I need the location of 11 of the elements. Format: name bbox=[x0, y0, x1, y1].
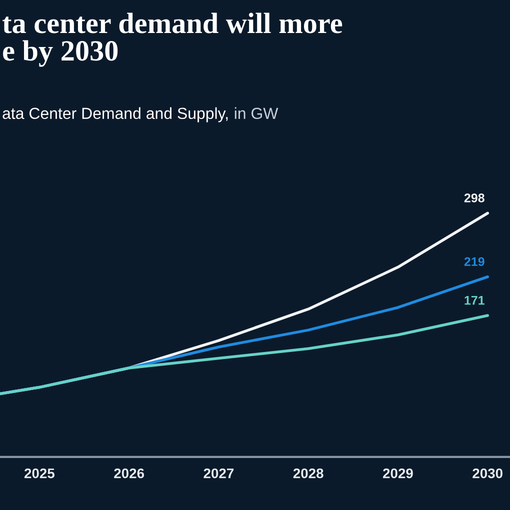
chart-title: ta center demand will more e by 2030 bbox=[2, 12, 342, 67]
data-label: 171 bbox=[464, 296, 484, 305]
data-label: 219 bbox=[464, 257, 484, 266]
x-tick-label: 2030 bbox=[472, 468, 502, 478]
x-tick-label: 2026 bbox=[114, 468, 144, 478]
x-tick-label: 2025 bbox=[24, 468, 54, 478]
x-tick-label: 2028 bbox=[293, 468, 324, 478]
x-tick-label: 2027 bbox=[204, 468, 234, 478]
x-tick-label: 2029 bbox=[382, 468, 413, 478]
data-label: 298 bbox=[464, 193, 484, 202]
chart-subtitle: ata Center Demand and Supply, in GW bbox=[2, 107, 278, 122]
